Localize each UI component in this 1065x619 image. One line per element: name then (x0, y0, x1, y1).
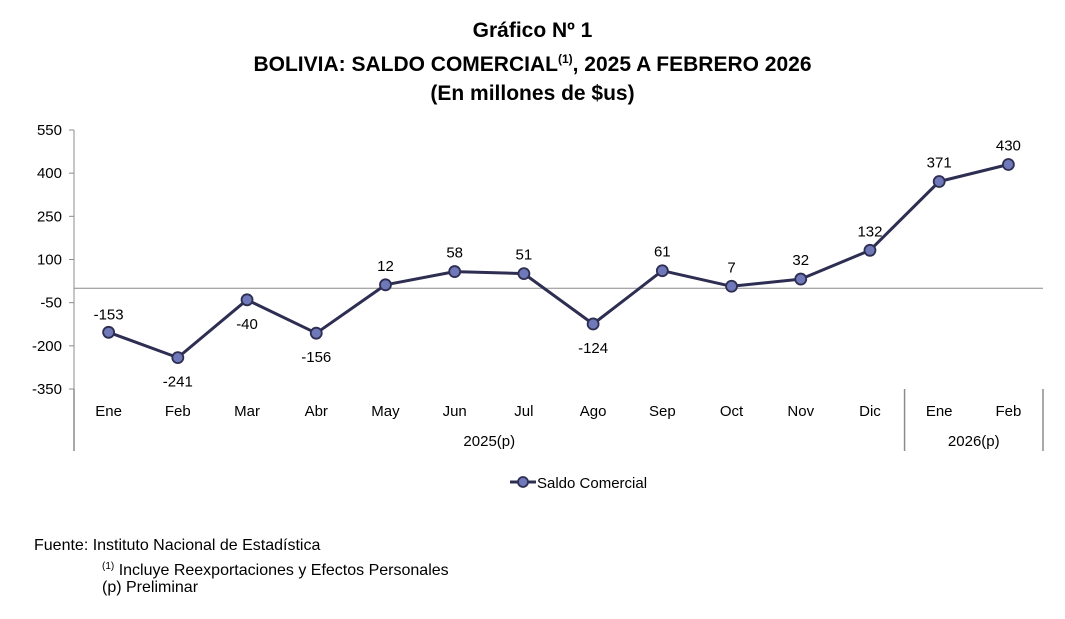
source-note: Fuente: Instituto Nacional de Estadístic… (34, 537, 321, 554)
x-tick-label: Sep (649, 403, 676, 420)
chart-title: BOLIVIA: SALDO COMERCIAL(1), 2025 A FEBR… (0, 45, 1065, 79)
data-label: 61 (654, 244, 671, 261)
data-point (309, 326, 323, 340)
x-tick-label: May (371, 403, 400, 420)
x-tick-label: Ene (926, 403, 953, 420)
line-chart: 550 400 250 100 -50 -200 -350 2025(p) 2026(p) Ene… (32, 122, 1044, 492)
x-tick-label: Jun (443, 403, 467, 420)
x-tick-label: Nov (787, 403, 814, 420)
data-point (932, 175, 946, 188)
data-label: 430 (996, 138, 1021, 155)
data-label: 51 (516, 247, 533, 264)
data-label: 371 (927, 155, 952, 172)
chart-title-main: BOLIVIA: SALDO COMERCIAL (253, 53, 558, 76)
data-label: 12 (377, 258, 394, 275)
data-label: -40 (236, 316, 258, 333)
data-point (1001, 158, 1015, 171)
y-tick-label: 250 (37, 208, 62, 225)
x-tick-label: Feb (165, 403, 191, 420)
y-tick-label: -350 (32, 381, 62, 398)
x-tick-label: Ene (95, 403, 122, 420)
footnote-preliminary: (p) Preliminar (102, 579, 199, 596)
footnote-1-marker: (1) (102, 561, 115, 572)
series-line-saldo-comercial (108, 163, 1009, 360)
data-label: -124 (578, 340, 608, 357)
data-label: -153 (94, 306, 124, 323)
x-axis-group-label: 2026(p) (948, 433, 1000, 450)
data-point (171, 351, 185, 365)
data-point (448, 265, 462, 278)
legend-label: Saldo Comercial (537, 475, 647, 492)
y-tick-label: 400 (37, 165, 62, 182)
data-label: 132 (857, 223, 882, 240)
y-tick-label: -50 (40, 295, 62, 312)
data-point (794, 272, 808, 286)
data-point (379, 278, 392, 292)
data-label: 32 (792, 252, 809, 269)
data-point (586, 317, 600, 331)
x-tick-label: Oct (720, 403, 744, 420)
x-axis-group-label: 2025(p) (463, 433, 515, 450)
chart-title-block: Gráfico Nº 1 BOLIVIA: SALDO COMERCIAL(1)… (0, 16, 1065, 108)
chart-figure-number: Gráfico Nº 1 (472, 19, 593, 42)
chart-title-footnote-ref: (1) (557, 52, 573, 66)
x-tick-label: Ago (580, 403, 607, 420)
y-tick-label: 550 (37, 122, 62, 139)
x-tick-label: Mar (234, 403, 260, 420)
y-tick-label: -200 (32, 338, 62, 355)
x-tick-label: Jul (514, 403, 533, 420)
y-tick-label: 100 (37, 252, 62, 269)
data-point (102, 325, 116, 339)
data-label: -241 (163, 374, 193, 391)
chart-subtitle: (En millones de $us) (430, 82, 635, 105)
data-label: 7 (727, 259, 735, 276)
footnote-1: (1) Incluye Reexportaciones y Efectos Pe… (102, 556, 449, 581)
data-point (863, 243, 877, 257)
x-tick-label: Abr (305, 403, 328, 420)
data-point (240, 293, 254, 307)
legend-marker (517, 476, 529, 488)
data-point (725, 279, 738, 293)
data-label: -156 (301, 349, 331, 366)
x-tick-label: Feb (995, 403, 1021, 420)
data-point (517, 267, 531, 281)
data-label: 58 (446, 245, 463, 262)
x-tick-label: Dic (859, 403, 881, 420)
footnote-1-text: Incluye Reexportaciones y Efectos Person… (118, 562, 449, 579)
data-point (655, 264, 669, 278)
chart-title-rest: , 2025 A FEBRERO 2026 (572, 53, 812, 76)
